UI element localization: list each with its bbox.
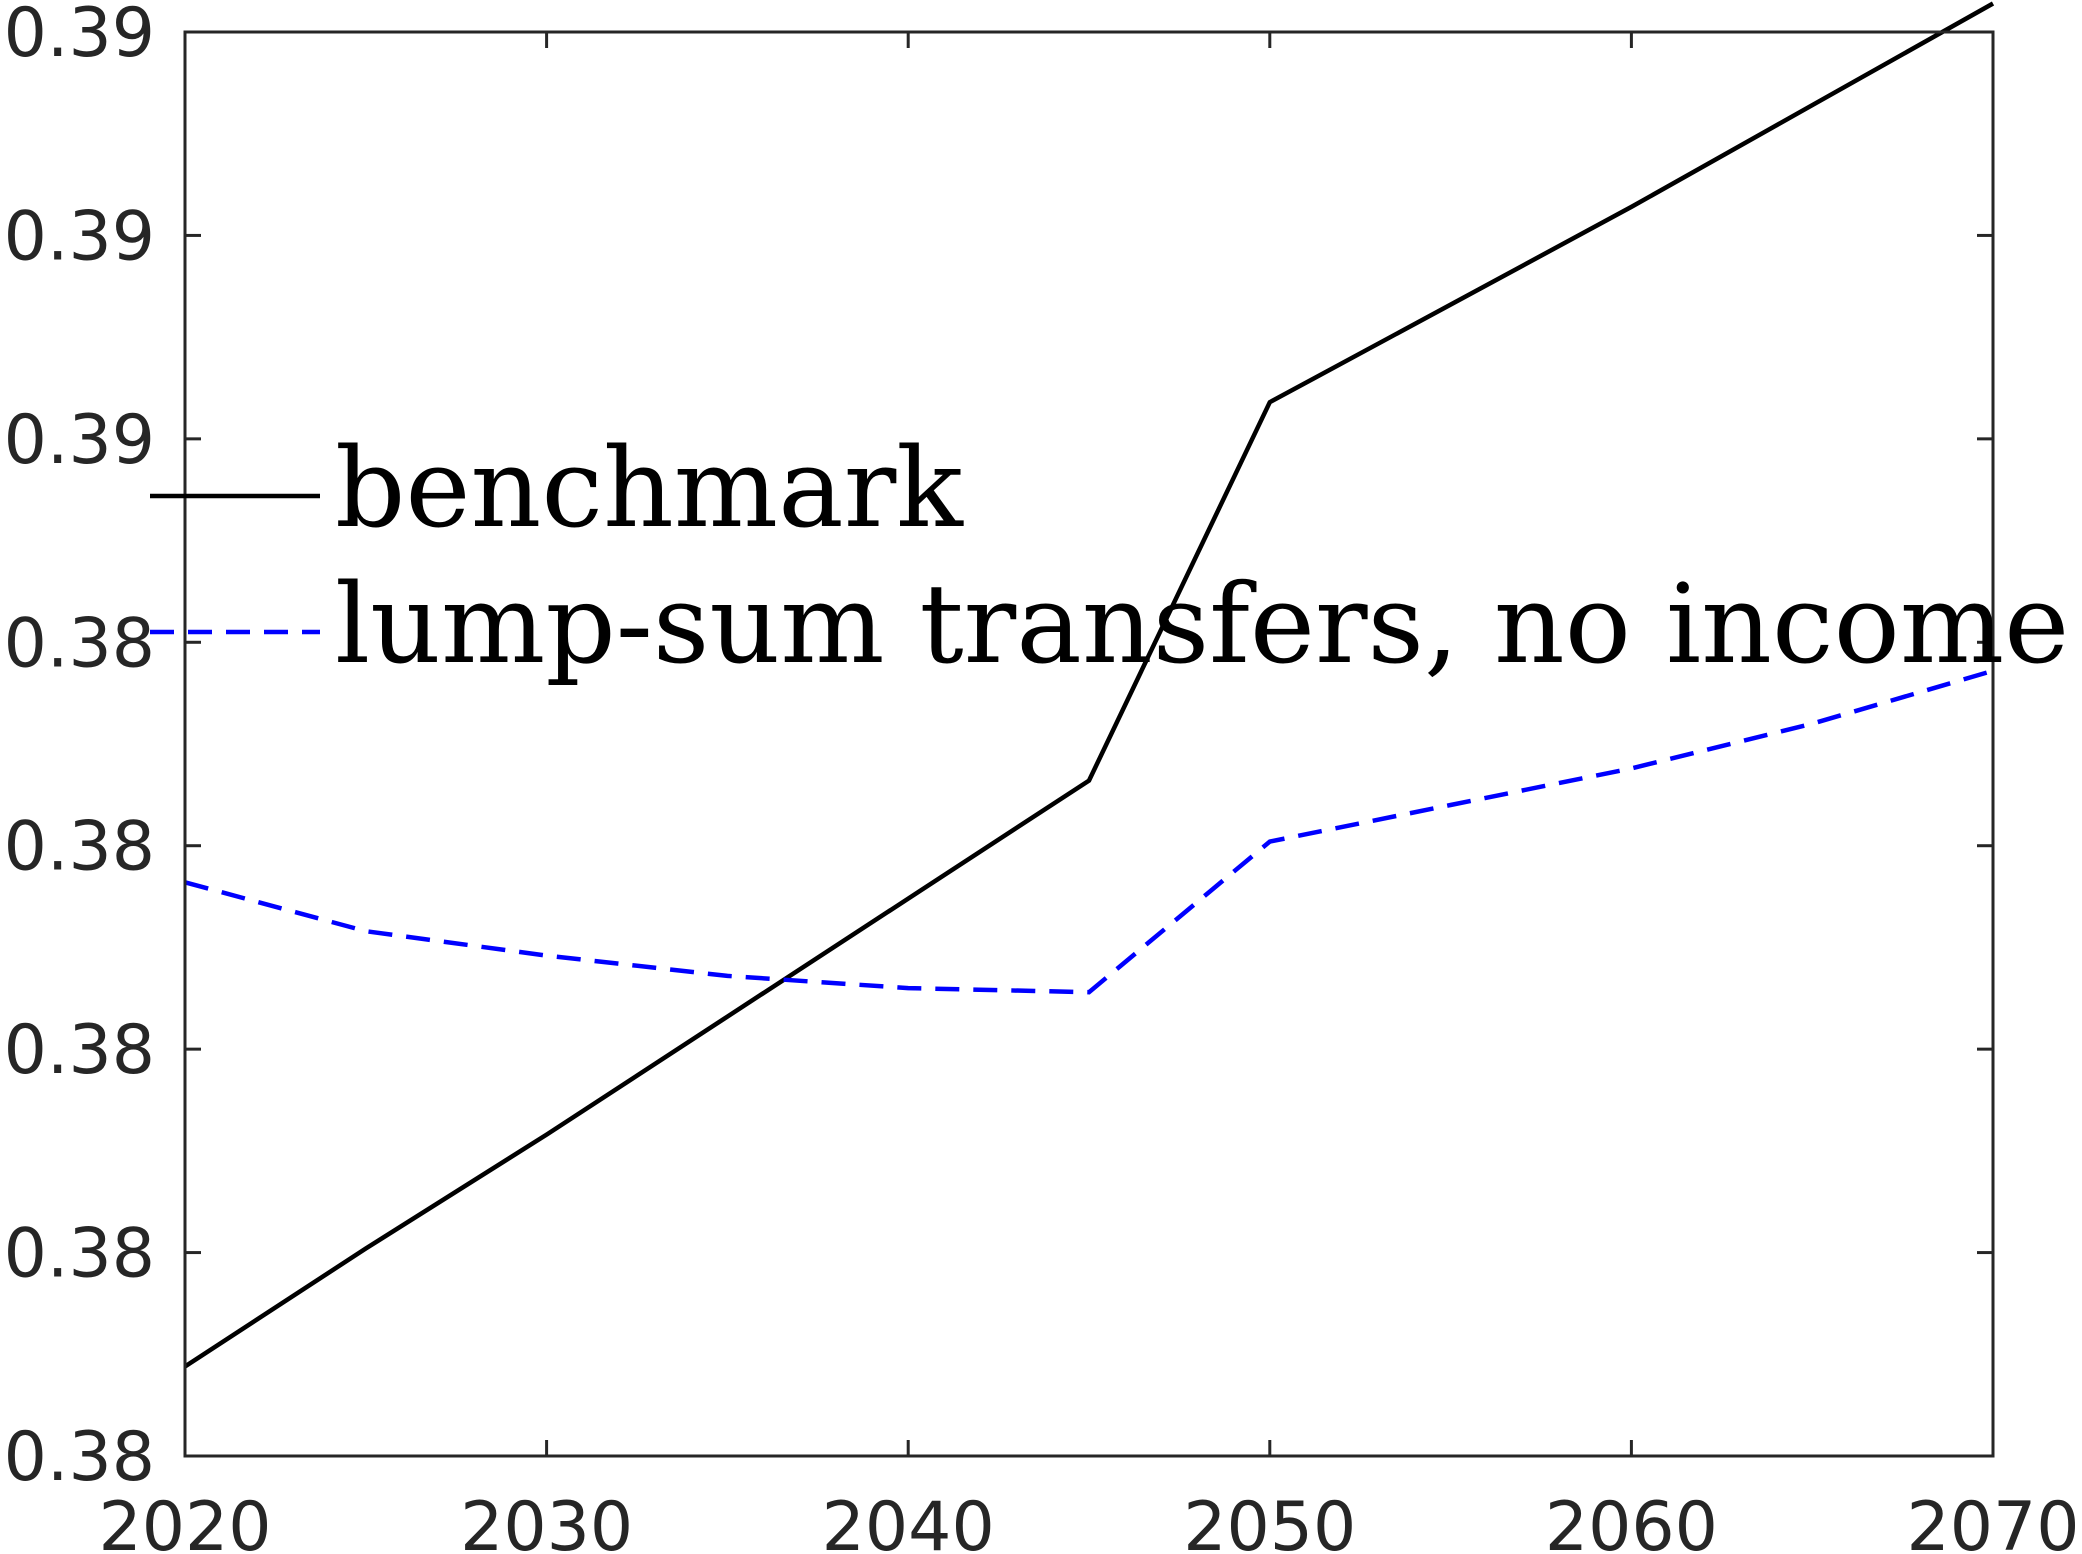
series-line-2 bbox=[184, 668, 1994, 995]
x-tick-label: 2070 bbox=[1906, 1488, 2079, 1554]
y-tick-label: 0.39 bbox=[4, 197, 155, 276]
series-layer bbox=[183, 1, 1995, 1369]
x-tick-label: 2060 bbox=[1545, 1488, 1718, 1554]
tick-layer: 2020 2030 2040 2050 2060 2070 0.38 0.38 0.38 0.38… bbox=[4, 0, 2080, 1554]
legend-label-1: benchmark bbox=[335, 424, 964, 552]
y-tick-label: 0.38 bbox=[4, 1011, 155, 1090]
series-line-1 bbox=[183, 1, 1995, 1369]
y-tick-label: 0.39 bbox=[4, 401, 155, 480]
plot-area-frame bbox=[183, 30, 1995, 1458]
legend-label-2: lump-sum transfers, no income tax bbox=[335, 560, 2082, 688]
y-tick-label: 0.38 bbox=[4, 604, 155, 683]
y-tick-label: 0.38 bbox=[4, 808, 155, 887]
x-tick-label: 2020 bbox=[98, 1488, 271, 1554]
y-tick-label: 0.39 bbox=[4, 0, 155, 73]
y-tick-label: 0.38 bbox=[4, 1215, 155, 1294]
x-tick-label: 2030 bbox=[460, 1488, 633, 1554]
x-tick-label: 2050 bbox=[1183, 1488, 1356, 1554]
x-tick-label: 2040 bbox=[822, 1488, 995, 1554]
y-tick-label: 0.38 bbox=[4, 1418, 155, 1497]
